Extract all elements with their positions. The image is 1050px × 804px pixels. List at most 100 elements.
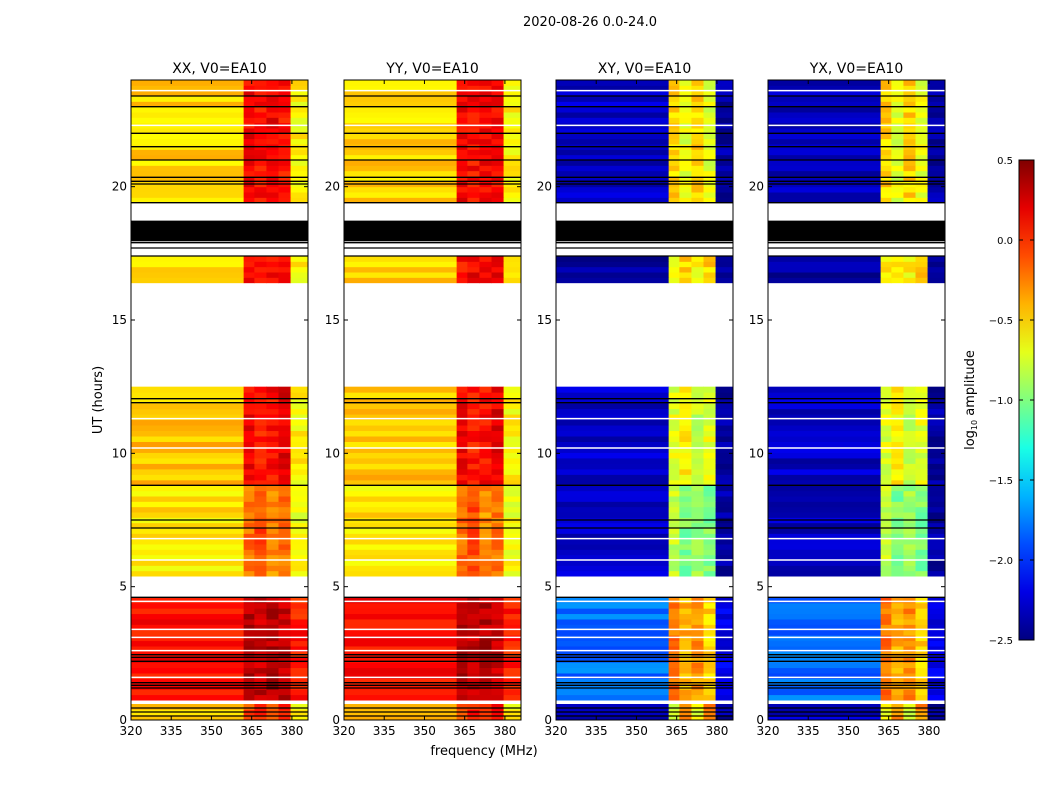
heatmap-cell (456, 446, 468, 453)
heatmap-cell (768, 138, 882, 145)
heatmap-cell (715, 414, 734, 421)
heatmap-cell (266, 133, 279, 140)
heatmap-cell (266, 128, 279, 134)
heatmap-cell (715, 522, 734, 529)
heatmap-cell (668, 672, 680, 679)
heatmap-cell (556, 154, 670, 161)
heatmap-cell (467, 694, 480, 701)
x-axis-label: frequency (MHz) (430, 744, 537, 759)
heatmap-cell (556, 101, 670, 108)
heatmap-cell (503, 533, 522, 540)
y-tick-label: 0 (544, 713, 552, 727)
y-tick-label: 10 (325, 446, 340, 460)
heatmap-cell (915, 386, 929, 393)
heatmap-cell (715, 425, 734, 432)
heatmap-cell (691, 672, 704, 679)
heatmap-cell (903, 468, 916, 475)
heatmap-cell (467, 485, 480, 492)
heatmap-cell (891, 501, 904, 508)
x-tick-label: 320 (333, 724, 356, 738)
heatmap-cell (491, 570, 505, 577)
heatmap-cell (131, 106, 245, 113)
heatmap-cell (691, 414, 704, 421)
heatmap-cell (131, 629, 245, 636)
heatmap-cell (266, 496, 279, 502)
heatmap-cell (254, 554, 267, 561)
heatmap-cell (715, 689, 734, 696)
heatmap-cell (703, 714, 717, 721)
heatmap-cell (131, 501, 245, 508)
heatmap-cell (556, 683, 670, 690)
heatmap-cell (927, 266, 946, 273)
heatmap-cell (768, 436, 882, 442)
heatmap-cell (491, 197, 505, 204)
heatmap-cell (715, 403, 734, 410)
heatmap-cell (479, 96, 492, 102)
heatmap-cell (891, 165, 904, 172)
heatmap-cell (668, 154, 680, 161)
heatmap-cell (903, 403, 916, 410)
heatmap-cell (891, 479, 904, 486)
heatmap-cell (880, 506, 892, 513)
heatmap-cell (903, 640, 916, 647)
heatmap-cell (703, 117, 717, 124)
heatmap-cell (715, 446, 734, 453)
heatmap-cell (266, 560, 279, 566)
heatmap-cell (131, 683, 245, 690)
heatmap-cell (254, 128, 267, 134)
heatmap-cell (927, 403, 946, 410)
heatmap-cell (891, 457, 904, 464)
heatmap-cell (491, 501, 505, 508)
heatmap-cell (467, 441, 480, 448)
heatmap-cell (703, 85, 717, 92)
heatmap-cell (266, 608, 279, 615)
heatmap-cell (903, 272, 916, 278)
heatmap-cell (903, 386, 916, 393)
x-tick-label: 350 (413, 724, 436, 738)
heatmap-cell (266, 694, 279, 701)
heatmap-cell (456, 397, 468, 404)
heatmap-cell (668, 613, 680, 620)
heatmap-cell (278, 496, 292, 502)
heatmap-cell (891, 689, 904, 696)
heatmap-cell (880, 662, 892, 669)
heatmap-cell (243, 549, 255, 556)
y-tick-label: 10 (749, 446, 764, 460)
heatmap-cell (556, 408, 670, 415)
heatmap-cell (479, 261, 492, 268)
heatmap-cell (703, 452, 717, 459)
heatmap-cell (290, 538, 309, 545)
heatmap-cell (679, 85, 692, 92)
heatmap-cell (703, 683, 717, 690)
heatmap-cell (467, 256, 480, 262)
heatmap-cell (703, 149, 717, 156)
heatmap-cell (891, 672, 904, 679)
colorbar-tick-label: −0.5 (989, 316, 1013, 327)
heatmap-cell (668, 106, 680, 113)
heatmap-cell (243, 656, 255, 663)
heatmap-cell (556, 560, 670, 566)
heatmap-cell (556, 506, 670, 513)
panel-frame (130, 79, 309, 721)
heatmap-cell (715, 597, 734, 604)
heatmap-cell (715, 528, 734, 534)
heatmap-cell (243, 272, 255, 278)
heatmap-cell (479, 85, 492, 92)
heatmap-cell (880, 560, 892, 566)
heatmap-cell (456, 197, 468, 204)
heatmap-cell (344, 266, 458, 273)
heatmap-cell (891, 463, 904, 470)
heatmap-cell (880, 640, 892, 647)
heatmap-cell (703, 602, 717, 609)
heatmap-cell (254, 414, 267, 421)
heatmap-cell (903, 430, 916, 437)
heatmap-cell (503, 608, 522, 615)
heatmap-cell (266, 678, 279, 685)
heatmap-cell (278, 629, 292, 636)
heatmap-cell (290, 496, 309, 502)
heatmap-cell (880, 176, 892, 182)
heatmap-cell (290, 90, 309, 97)
heatmap-cell (556, 128, 670, 134)
heatmap-cell (915, 645, 929, 652)
heatmap-cell (668, 441, 680, 448)
